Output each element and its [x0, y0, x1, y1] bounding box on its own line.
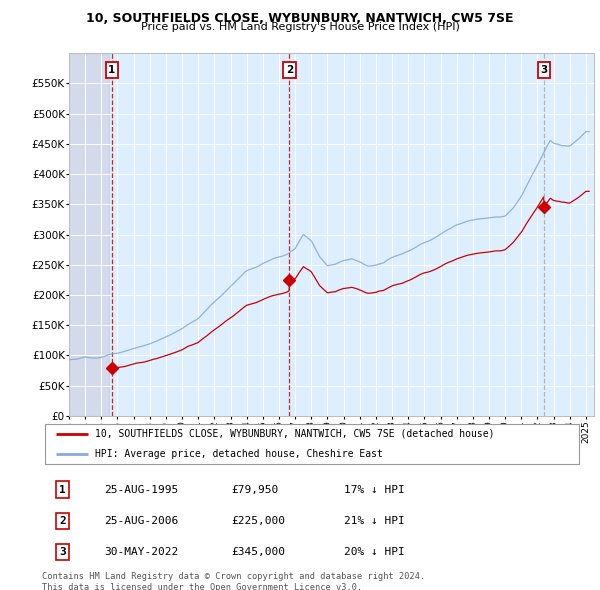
FancyBboxPatch shape: [45, 424, 580, 464]
Text: 17% ↓ HPI: 17% ↓ HPI: [344, 484, 405, 494]
Bar: [69, 53, 109, 416]
Text: HPI: Average price, detached house, Cheshire East: HPI: Average price, detached house, Ches…: [95, 449, 383, 459]
Text: 3: 3: [541, 65, 548, 75]
Text: 25-AUG-1995: 25-AUG-1995: [104, 484, 178, 494]
Text: 3: 3: [59, 547, 66, 557]
Bar: [69, 53, 109, 416]
Text: 1: 1: [108, 65, 115, 75]
Text: 1: 1: [59, 484, 66, 494]
Text: Price paid vs. HM Land Registry's House Price Index (HPI): Price paid vs. HM Land Registry's House …: [140, 22, 460, 32]
Text: 30-MAY-2022: 30-MAY-2022: [104, 547, 178, 557]
Text: £225,000: £225,000: [231, 516, 285, 526]
Text: 2: 2: [286, 65, 293, 75]
Text: 10, SOUTHFIELDS CLOSE, WYBUNBURY, NANTWICH, CW5 7SE: 10, SOUTHFIELDS CLOSE, WYBUNBURY, NANTWI…: [86, 12, 514, 25]
Text: Contains HM Land Registry data © Crown copyright and database right 2024.
This d: Contains HM Land Registry data © Crown c…: [42, 572, 425, 590]
Text: 21% ↓ HPI: 21% ↓ HPI: [344, 516, 405, 526]
Text: £79,950: £79,950: [231, 484, 278, 494]
Text: 25-AUG-2006: 25-AUG-2006: [104, 516, 178, 526]
Text: £345,000: £345,000: [231, 547, 285, 557]
Text: 2: 2: [59, 516, 66, 526]
Text: 20% ↓ HPI: 20% ↓ HPI: [344, 547, 405, 557]
Text: 10, SOUTHFIELDS CLOSE, WYBUNBURY, NANTWICH, CW5 7SE (detached house): 10, SOUTHFIELDS CLOSE, WYBUNBURY, NANTWI…: [95, 429, 494, 439]
